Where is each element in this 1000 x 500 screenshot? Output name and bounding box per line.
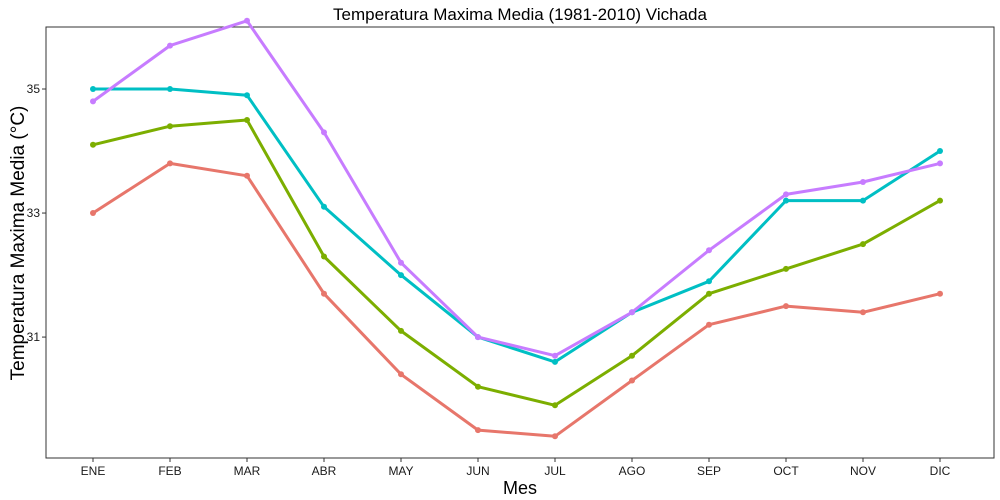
series-4-point — [475, 334, 481, 341]
series-4-point — [937, 160, 943, 167]
series-line-1 — [91, 161, 942, 438]
x-tick-label: JUN — [466, 464, 489, 478]
series-3-point — [167, 86, 173, 92]
series-4-point — [860, 179, 866, 185]
series-1-point — [937, 290, 943, 297]
x-tick-label: MAY — [388, 464, 413, 478]
x-tick-label: FEB — [158, 464, 181, 478]
series-line-2 — [91, 118, 942, 407]
x-tick-label: OCT — [773, 464, 799, 478]
series-2-point — [475, 383, 481, 390]
x-tick-label: JUL — [544, 464, 566, 478]
series-2-point — [937, 197, 943, 204]
series-2-point — [783, 265, 789, 272]
series-line-4 — [91, 19, 942, 358]
x-axis: ENE FEB MAR ABR MAY JUN JUL AGO SEP OCT NOV DIC — [81, 458, 951, 478]
series-1-point — [629, 377, 635, 384]
series-4-point — [167, 42, 173, 49]
y-tick-label: 31 — [27, 330, 41, 344]
x-tick-label: ENE — [81, 464, 106, 478]
series-1-point — [321, 290, 327, 297]
series-line-3 — [91, 87, 942, 364]
series-2-point — [321, 253, 327, 260]
series-4-point — [783, 191, 789, 198]
series-3-point — [398, 272, 404, 279]
series-2-point — [706, 290, 712, 297]
series-4-point — [398, 259, 404, 266]
series-4-point — [90, 98, 96, 105]
series-1-point — [860, 309, 866, 316]
series-3-point — [321, 203, 327, 210]
x-tick-label: SEP — [697, 464, 721, 478]
series-1-point — [90, 210, 96, 216]
plot-panel — [45, 26, 995, 459]
chart-title: Temperatura Maxima Media (1981-2010) Vic… — [333, 5, 707, 24]
x-tick-label: AGO — [619, 464, 646, 478]
y-tick-label: 35 — [27, 82, 41, 96]
y-axis: 31 33 35 — [27, 82, 46, 344]
x-tick-label: DIC — [930, 464, 951, 478]
series-1-point — [706, 321, 712, 328]
series-2-point — [552, 402, 558, 409]
series-1-point — [552, 433, 558, 440]
series-2-point — [90, 141, 96, 148]
series-layer — [90, 17, 943, 440]
x-tick-label: MAR — [234, 464, 261, 478]
y-axis-title: Temperatura Maxima Media (°C) — [8, 106, 29, 381]
series-4-point — [629, 309, 635, 316]
series-4-point — [552, 352, 558, 359]
series-1-point — [783, 303, 789, 310]
series-3-point — [937, 148, 943, 154]
series-3-point — [860, 197, 866, 204]
series-2-point — [167, 123, 173, 130]
series-2-point — [244, 117, 250, 123]
series-3-point — [706, 278, 712, 285]
series-1-point — [244, 172, 250, 179]
series-2-point — [398, 327, 404, 334]
series-4-point — [244, 17, 250, 24]
series-4-point — [321, 129, 327, 136]
series-1-point — [475, 427, 481, 434]
series-3-point — [552, 358, 558, 365]
series-2-point — [629, 352, 635, 359]
y-tick-label: 33 — [27, 206, 41, 220]
series-4-point — [706, 247, 712, 254]
series-1-point — [167, 160, 173, 167]
series-3-point — [783, 197, 789, 204]
series-3-point — [90, 86, 96, 92]
x-tick-label: ABR — [312, 464, 337, 478]
series-1-point — [398, 371, 404, 378]
x-tick-label: NOV — [850, 464, 876, 478]
series-3-point — [244, 92, 250, 99]
x-axis-title: Mes — [503, 478, 537, 498]
series-2-point — [860, 241, 866, 248]
